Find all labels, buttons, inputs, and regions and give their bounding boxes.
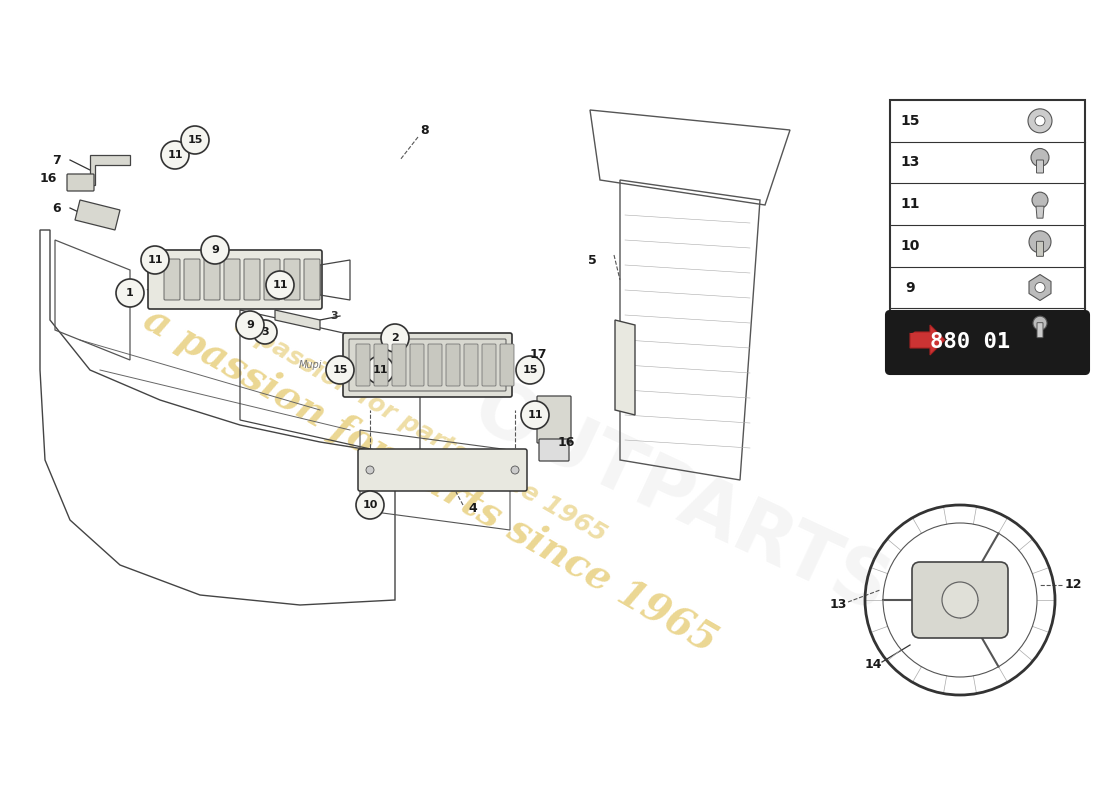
Text: 10: 10 [362, 500, 377, 510]
Circle shape [942, 582, 978, 618]
Text: 16: 16 [40, 171, 57, 185]
FancyBboxPatch shape [374, 344, 388, 386]
Circle shape [356, 491, 384, 519]
FancyBboxPatch shape [304, 259, 320, 300]
Text: 3: 3 [261, 327, 268, 337]
Circle shape [141, 246, 169, 274]
Polygon shape [75, 200, 120, 230]
Polygon shape [275, 310, 320, 330]
Text: 15: 15 [522, 365, 538, 375]
Polygon shape [615, 320, 635, 415]
FancyBboxPatch shape [500, 344, 514, 386]
Circle shape [1031, 149, 1049, 166]
Polygon shape [1028, 274, 1050, 301]
FancyBboxPatch shape [410, 344, 424, 386]
Text: 12: 12 [1065, 578, 1082, 591]
Text: 10: 10 [900, 239, 920, 253]
Text: 15: 15 [900, 114, 920, 128]
FancyBboxPatch shape [358, 449, 527, 491]
Text: 15: 15 [332, 365, 348, 375]
Text: 9: 9 [905, 281, 915, 294]
Text: 14: 14 [865, 658, 882, 671]
FancyBboxPatch shape [1036, 160, 1044, 173]
Text: 11: 11 [372, 365, 387, 375]
FancyBboxPatch shape [164, 259, 180, 300]
FancyBboxPatch shape [184, 259, 200, 300]
Text: 7: 7 [52, 154, 60, 166]
Circle shape [1028, 109, 1052, 133]
Text: 13: 13 [900, 155, 920, 170]
Circle shape [1033, 316, 1047, 330]
Circle shape [521, 401, 549, 429]
Circle shape [253, 320, 277, 344]
Text: 9: 9 [211, 245, 219, 255]
FancyBboxPatch shape [1036, 242, 1044, 256]
Text: 880 01: 880 01 [930, 332, 1010, 352]
Text: 8: 8 [420, 123, 429, 137]
FancyBboxPatch shape [148, 250, 322, 309]
Circle shape [381, 324, 409, 352]
Text: 11: 11 [900, 197, 920, 211]
FancyBboxPatch shape [264, 259, 280, 300]
FancyBboxPatch shape [886, 311, 1089, 374]
Text: 11: 11 [273, 280, 288, 290]
Circle shape [1028, 231, 1050, 253]
Text: OUTPARTS: OUTPARTS [461, 371, 900, 629]
Circle shape [1032, 192, 1048, 208]
FancyBboxPatch shape [204, 259, 220, 300]
FancyBboxPatch shape [349, 339, 506, 391]
Text: 13: 13 [830, 598, 847, 611]
Circle shape [1035, 116, 1045, 126]
Circle shape [236, 311, 264, 339]
Circle shape [366, 356, 394, 384]
Circle shape [266, 271, 294, 299]
FancyBboxPatch shape [464, 344, 478, 386]
Text: 8: 8 [905, 322, 915, 336]
FancyBboxPatch shape [392, 344, 406, 386]
FancyBboxPatch shape [912, 562, 1008, 638]
Circle shape [516, 356, 544, 384]
Polygon shape [90, 155, 130, 185]
Text: 11: 11 [147, 255, 163, 265]
Text: 15: 15 [187, 135, 202, 145]
FancyBboxPatch shape [224, 259, 240, 300]
Circle shape [366, 466, 374, 474]
FancyBboxPatch shape [356, 344, 370, 386]
Circle shape [201, 236, 229, 264]
Text: 5: 5 [588, 254, 596, 266]
FancyBboxPatch shape [537, 396, 571, 443]
Text: a passion for parts since 1965: a passion for parts since 1965 [136, 300, 723, 660]
FancyBboxPatch shape [428, 344, 442, 386]
Circle shape [512, 466, 519, 474]
Text: 9: 9 [246, 320, 254, 330]
Text: a passion for parts since 1965: a passion for parts since 1965 [230, 314, 610, 546]
Text: 11: 11 [527, 410, 542, 420]
Text: 2: 2 [392, 333, 399, 343]
Circle shape [182, 126, 209, 154]
Text: 6: 6 [52, 202, 60, 214]
FancyBboxPatch shape [482, 344, 496, 386]
FancyBboxPatch shape [890, 100, 1085, 350]
Text: Mupi: Mupi [298, 360, 321, 370]
Text: 16: 16 [558, 435, 575, 449]
FancyBboxPatch shape [446, 344, 460, 386]
Polygon shape [910, 325, 945, 355]
Polygon shape [1036, 206, 1044, 218]
FancyBboxPatch shape [67, 174, 94, 191]
Circle shape [161, 141, 189, 169]
FancyBboxPatch shape [1037, 322, 1043, 338]
FancyBboxPatch shape [539, 439, 569, 461]
FancyBboxPatch shape [284, 259, 300, 300]
Text: 11: 11 [167, 150, 183, 160]
Circle shape [1035, 282, 1045, 293]
FancyBboxPatch shape [244, 259, 260, 300]
FancyBboxPatch shape [343, 333, 512, 397]
Text: 4: 4 [468, 502, 476, 514]
Text: 3: 3 [330, 311, 338, 321]
Circle shape [326, 356, 354, 384]
Text: 17: 17 [530, 349, 548, 362]
Circle shape [116, 279, 144, 307]
Text: 1: 1 [126, 288, 134, 298]
